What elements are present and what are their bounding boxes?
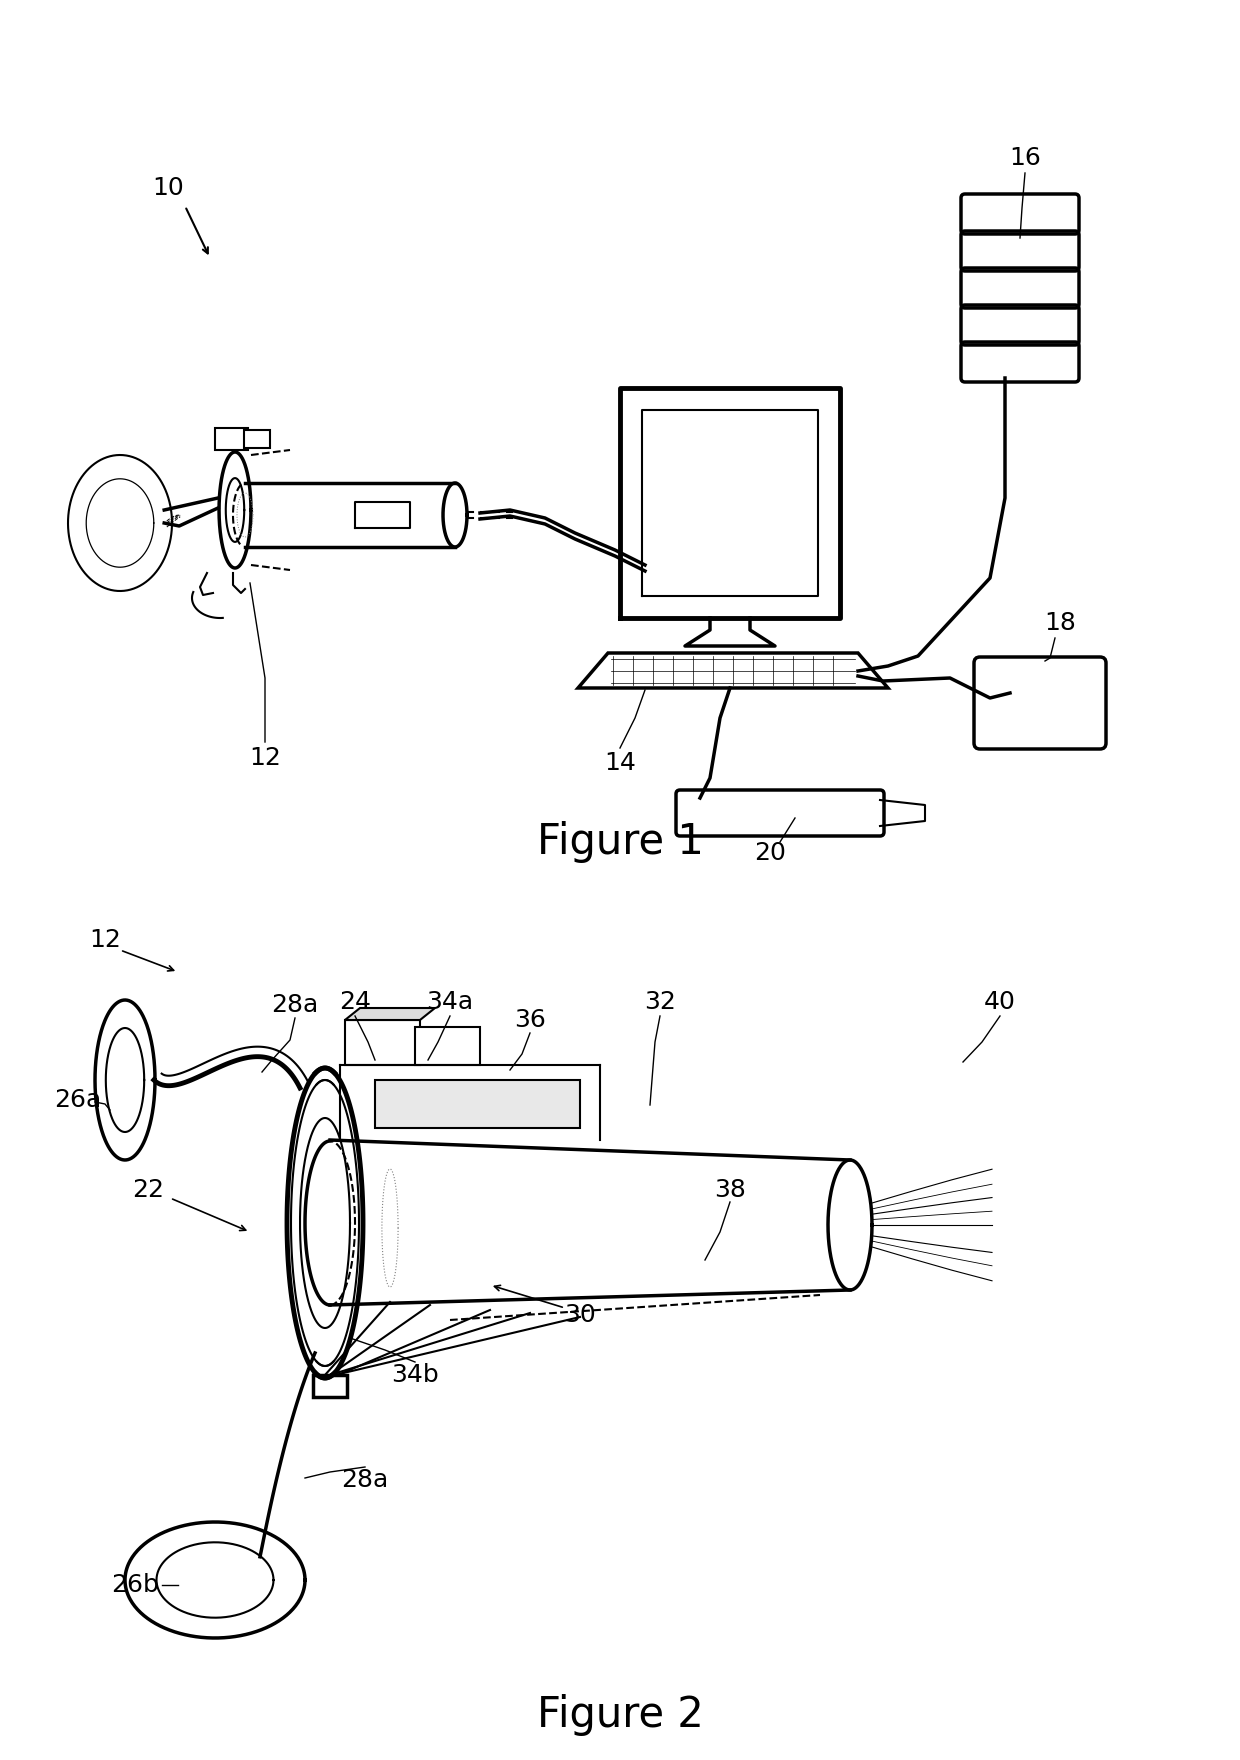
Text: 16: 16 [1009,146,1040,171]
Polygon shape [578,653,888,688]
Text: 28a: 28a [341,1468,388,1492]
Polygon shape [345,1021,420,1065]
Text: Figure 2: Figure 2 [537,1693,703,1735]
Text: 36: 36 [515,1008,546,1031]
Text: 22: 22 [131,1177,164,1202]
Polygon shape [312,1375,347,1397]
Polygon shape [374,1081,580,1128]
Text: 12: 12 [249,746,281,771]
Text: 34b: 34b [391,1362,439,1387]
Text: 34a: 34a [427,989,474,1014]
Text: 20: 20 [754,841,786,864]
Text: 18: 18 [1044,611,1076,635]
Polygon shape [345,1008,435,1021]
Polygon shape [244,429,270,449]
Text: 32: 32 [644,989,676,1014]
Text: 26a: 26a [55,1088,102,1112]
Text: 30: 30 [564,1302,596,1327]
Text: 12: 12 [89,928,122,952]
Text: 14: 14 [604,752,636,774]
Text: 10: 10 [153,176,184,201]
Text: 26b: 26b [112,1573,159,1596]
Text: 24: 24 [339,989,371,1014]
Text: Figure 1: Figure 1 [537,820,703,862]
Polygon shape [415,1028,480,1065]
Text: 28a: 28a [272,993,319,1017]
Text: 40: 40 [985,989,1016,1014]
Text: 38: 38 [714,1177,746,1202]
Polygon shape [215,428,248,451]
